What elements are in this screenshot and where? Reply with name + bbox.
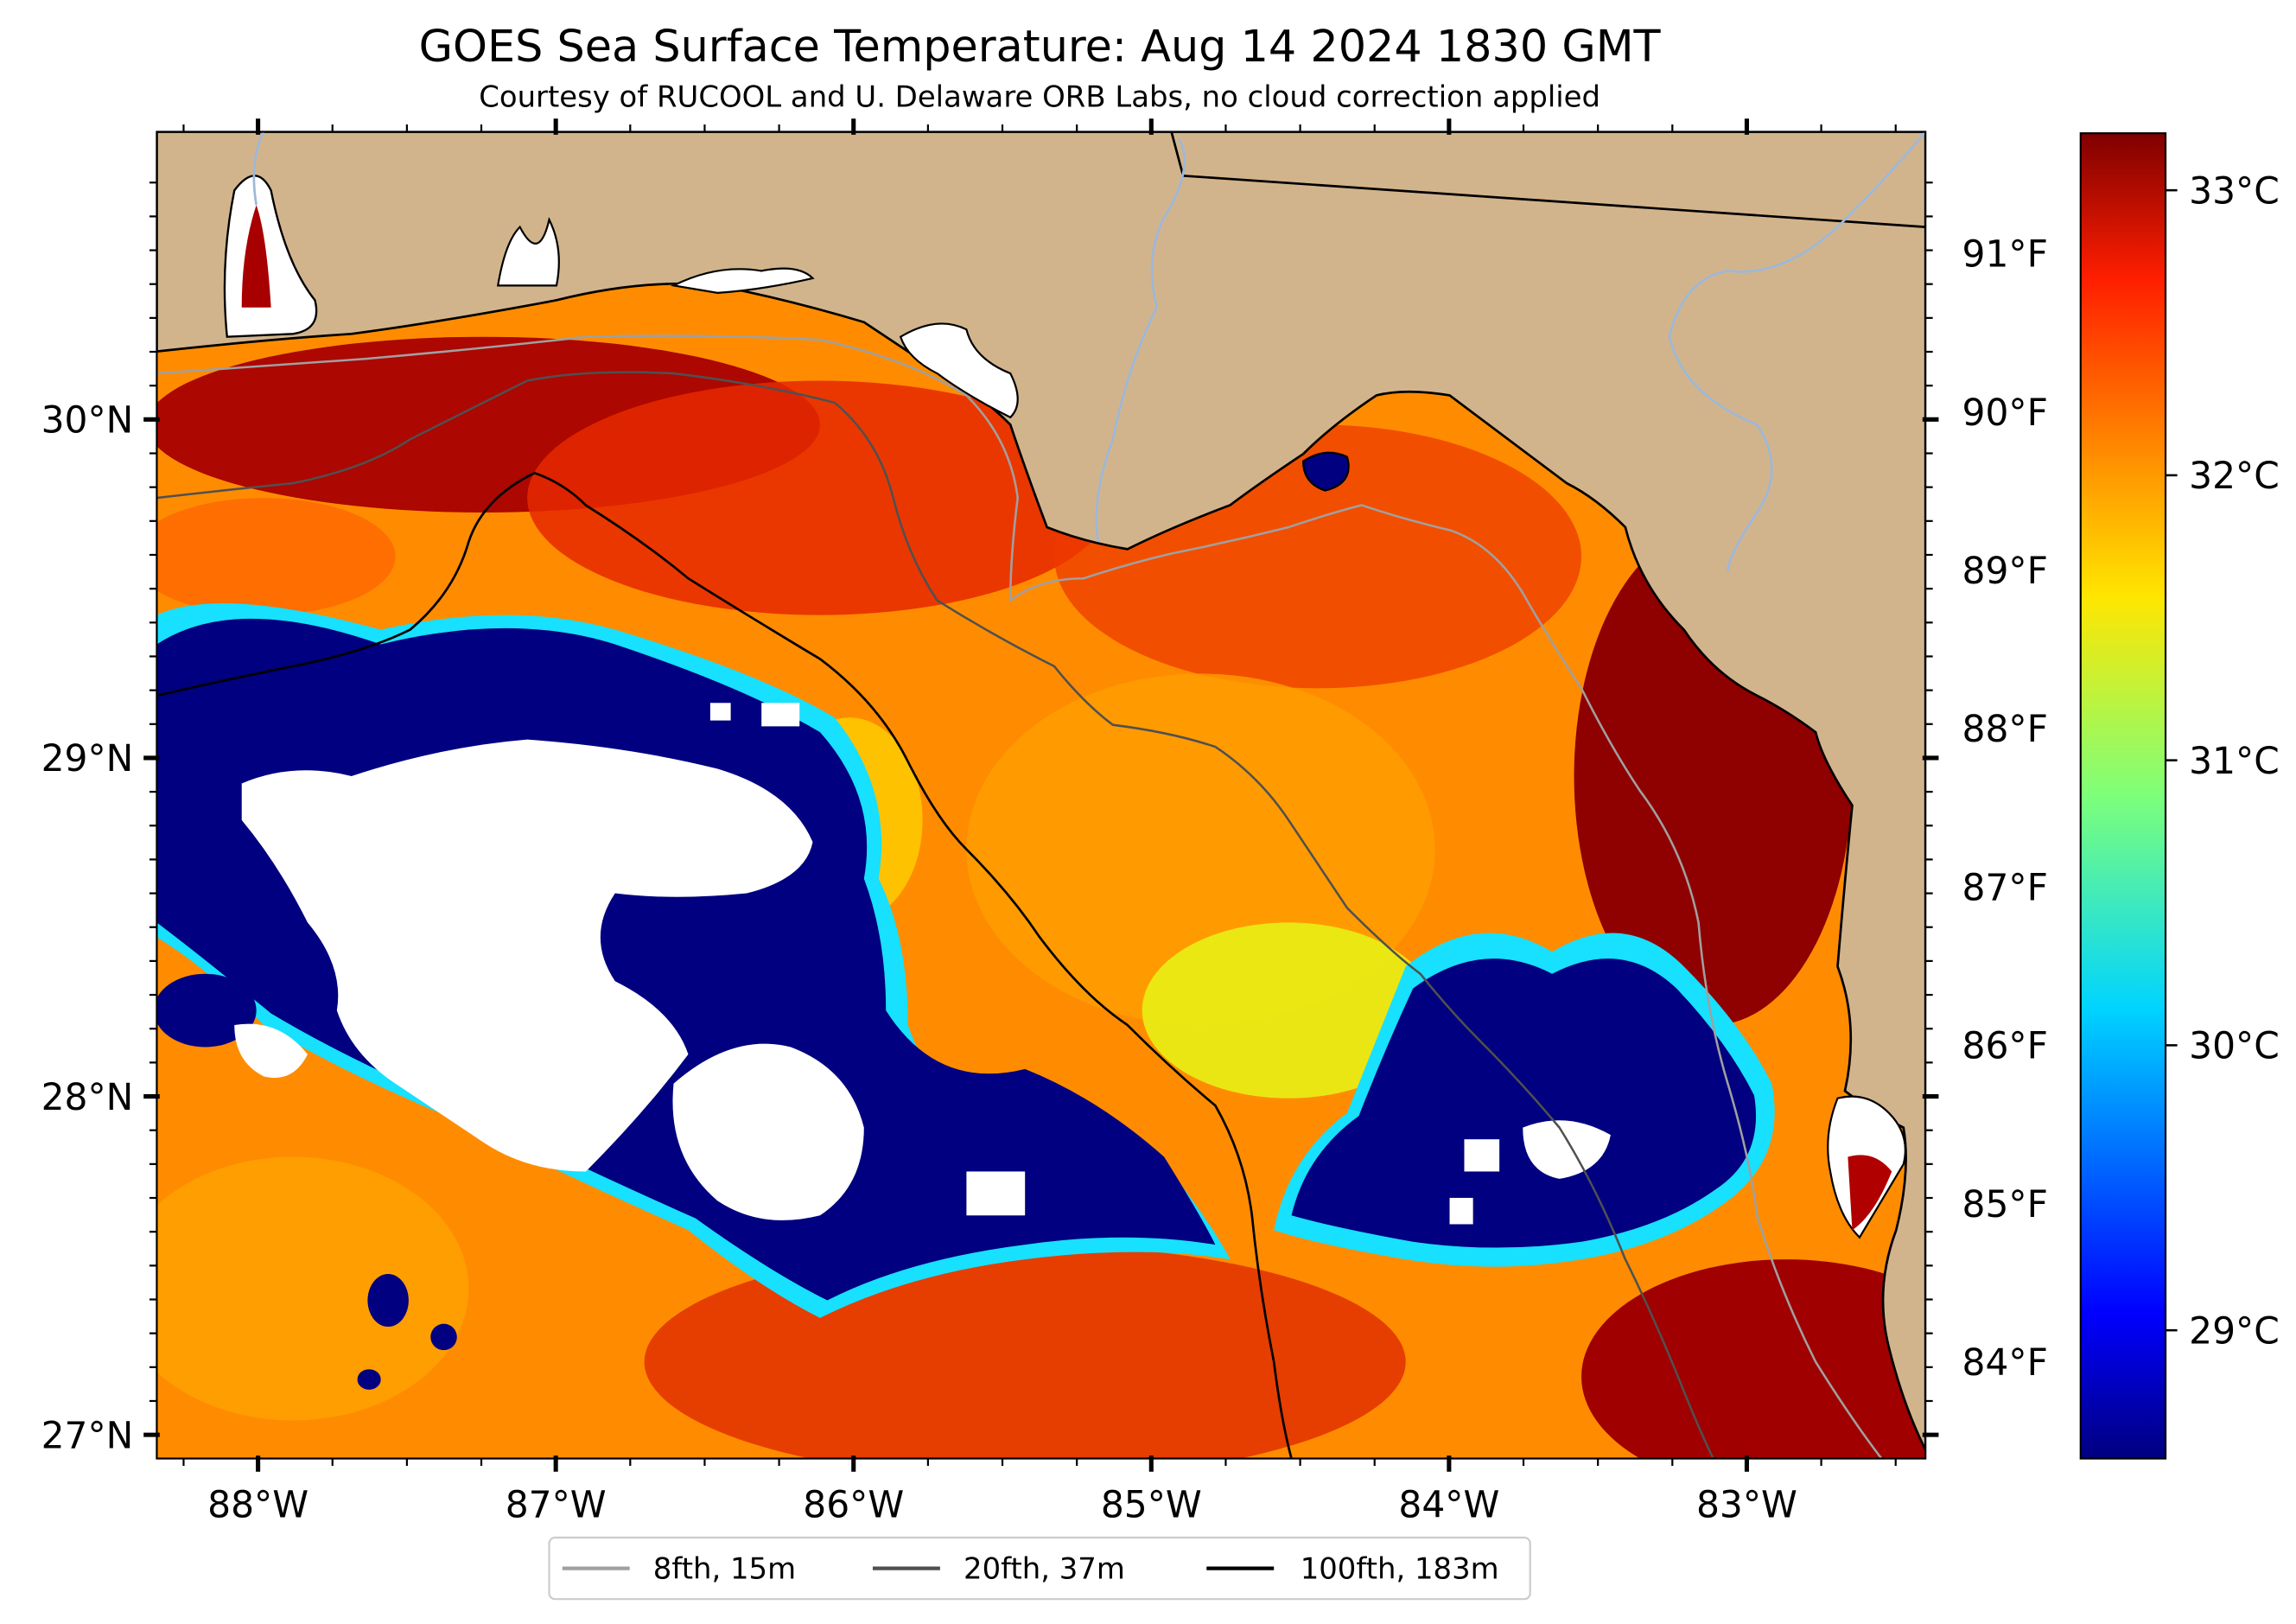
cloud-mask-main <box>241 739 813 1172</box>
mobile-bay-warm <box>241 205 271 308</box>
fahrenheit-tick-label: 87°F <box>1962 866 2048 908</box>
celsius-tick-label: 32°C <box>2189 455 2280 497</box>
lat-tick-label: 28°N <box>41 1076 134 1118</box>
celsius-tick-label: 29°C <box>2189 1309 2280 1352</box>
map-title: GOES Sea Surface Temperature: Aug 14 202… <box>419 21 1662 72</box>
lon-tick-label: 86°W <box>803 1483 904 1525</box>
lon-tick-label: 85°W <box>1101 1483 1202 1525</box>
legend-frame <box>548 1536 1531 1601</box>
lon-tick-label: 88°W <box>207 1483 308 1525</box>
fahrenheit-tick-label: 86°F <box>1962 1025 2048 1067</box>
cloud-mask-small-2 <box>709 703 731 721</box>
celsius-tick-label: 30°C <box>2189 1025 2280 1067</box>
sst-warm-patch-n <box>527 380 1113 615</box>
map-frame <box>156 131 1927 1460</box>
legend-label-8fth: 8fth, 15m <box>653 1551 796 1585</box>
isobath-8fth <box>156 334 1883 1459</box>
map-panel <box>156 131 1926 1459</box>
river-3 <box>1668 131 1926 571</box>
apalachee-bay-inlet <box>1301 451 1350 492</box>
lon-axis: 88°W 87°W 86°W 85°W 84°W 83°W <box>182 118 1897 1525</box>
legend-label-20fth: 20fth, 37m <box>964 1551 1125 1585</box>
rivers <box>252 131 1926 571</box>
river-2 <box>1095 138 1186 543</box>
legend-label-100fth: 100fth, 183m <box>1301 1551 1499 1585</box>
cold-eddy-3 <box>357 1369 381 1390</box>
lat-tick-label: 29°N <box>41 737 134 780</box>
lon-tick-label: 84°W <box>1398 1483 1499 1525</box>
sst-mid-patch-sw <box>156 1156 469 1421</box>
isobath-legend: 8fth, 15m 20fth, 37m 100fth, 183m <box>548 1536 1531 1601</box>
cold-eddy-1 <box>367 1274 409 1328</box>
celsius-axis: 33°C 32°C 31°C 30°C 29°C <box>2166 169 2280 1352</box>
cloud-mask-east-3 <box>1449 1197 1473 1225</box>
fahrenheit-tick-label: 90°F <box>1962 392 2048 434</box>
sst-hot-patch-se <box>1581 1259 1926 1459</box>
fahrenheit-tick-label: 88°F <box>1962 708 2048 750</box>
fahrenheit-tick-label: 85°F <box>1962 1183 2048 1226</box>
lon-tick-label: 87°W <box>506 1483 607 1525</box>
fahrenheit-axis: 91°F 90°F 89°F 88°F 87°F 86°F 85°F 84°F <box>1962 233 2048 1384</box>
fahrenheit-tick-label: 91°F <box>1962 233 2048 276</box>
cold-region-east <box>1291 958 1757 1248</box>
map-subtitle: Courtesy of RUCOOL and U. Delaware ORB L… <box>479 80 1600 114</box>
river-1 <box>252 131 265 206</box>
lat-tick-label: 27°N <box>41 1414 134 1456</box>
pensacola-bay <box>496 216 560 287</box>
cloud-mask-small-3 <box>761 703 800 727</box>
colorbar <box>2079 132 2167 1460</box>
sst-field <box>156 336 1926 1459</box>
st-andrew-bay <box>899 322 1019 419</box>
no-data-regions <box>234 703 1611 1225</box>
celsius-tick-label: 33°C <box>2189 169 2280 212</box>
sst-yellow-patch <box>1142 922 1435 1099</box>
isobath-20fth <box>156 371 1714 1459</box>
cloud-mask-small-1 <box>234 1023 308 1079</box>
isobaths <box>156 334 1883 1459</box>
fahrenheit-tick-label: 84°F <box>1962 1341 2048 1384</box>
fahrenheit-tick-label: 89°F <box>1962 550 2048 592</box>
lat-tick-label: 30°N <box>41 399 134 442</box>
cloud-mask-south-2 <box>966 1171 1026 1216</box>
cloud-mask-east-2 <box>1464 1139 1500 1172</box>
cold-eddy-2 <box>430 1323 457 1351</box>
cloud-mask-south <box>672 1043 864 1220</box>
choctawhatchee-bay <box>671 267 815 294</box>
coastal-bays <box>223 175 1906 1239</box>
cloud-mask-east-1 <box>1523 1120 1611 1179</box>
cold-patch-sw <box>156 973 257 1048</box>
sst-warm-patch-w <box>156 498 396 615</box>
isobath-100fth <box>156 471 1293 1459</box>
celsius-tick-label: 31°C <box>2189 740 2280 782</box>
lat-axis: 30°N 29°N 28°N 27°N <box>41 182 1939 1456</box>
lon-tick-label: 83°W <box>1696 1483 1797 1525</box>
tampa-bay-warm <box>1848 1155 1892 1231</box>
